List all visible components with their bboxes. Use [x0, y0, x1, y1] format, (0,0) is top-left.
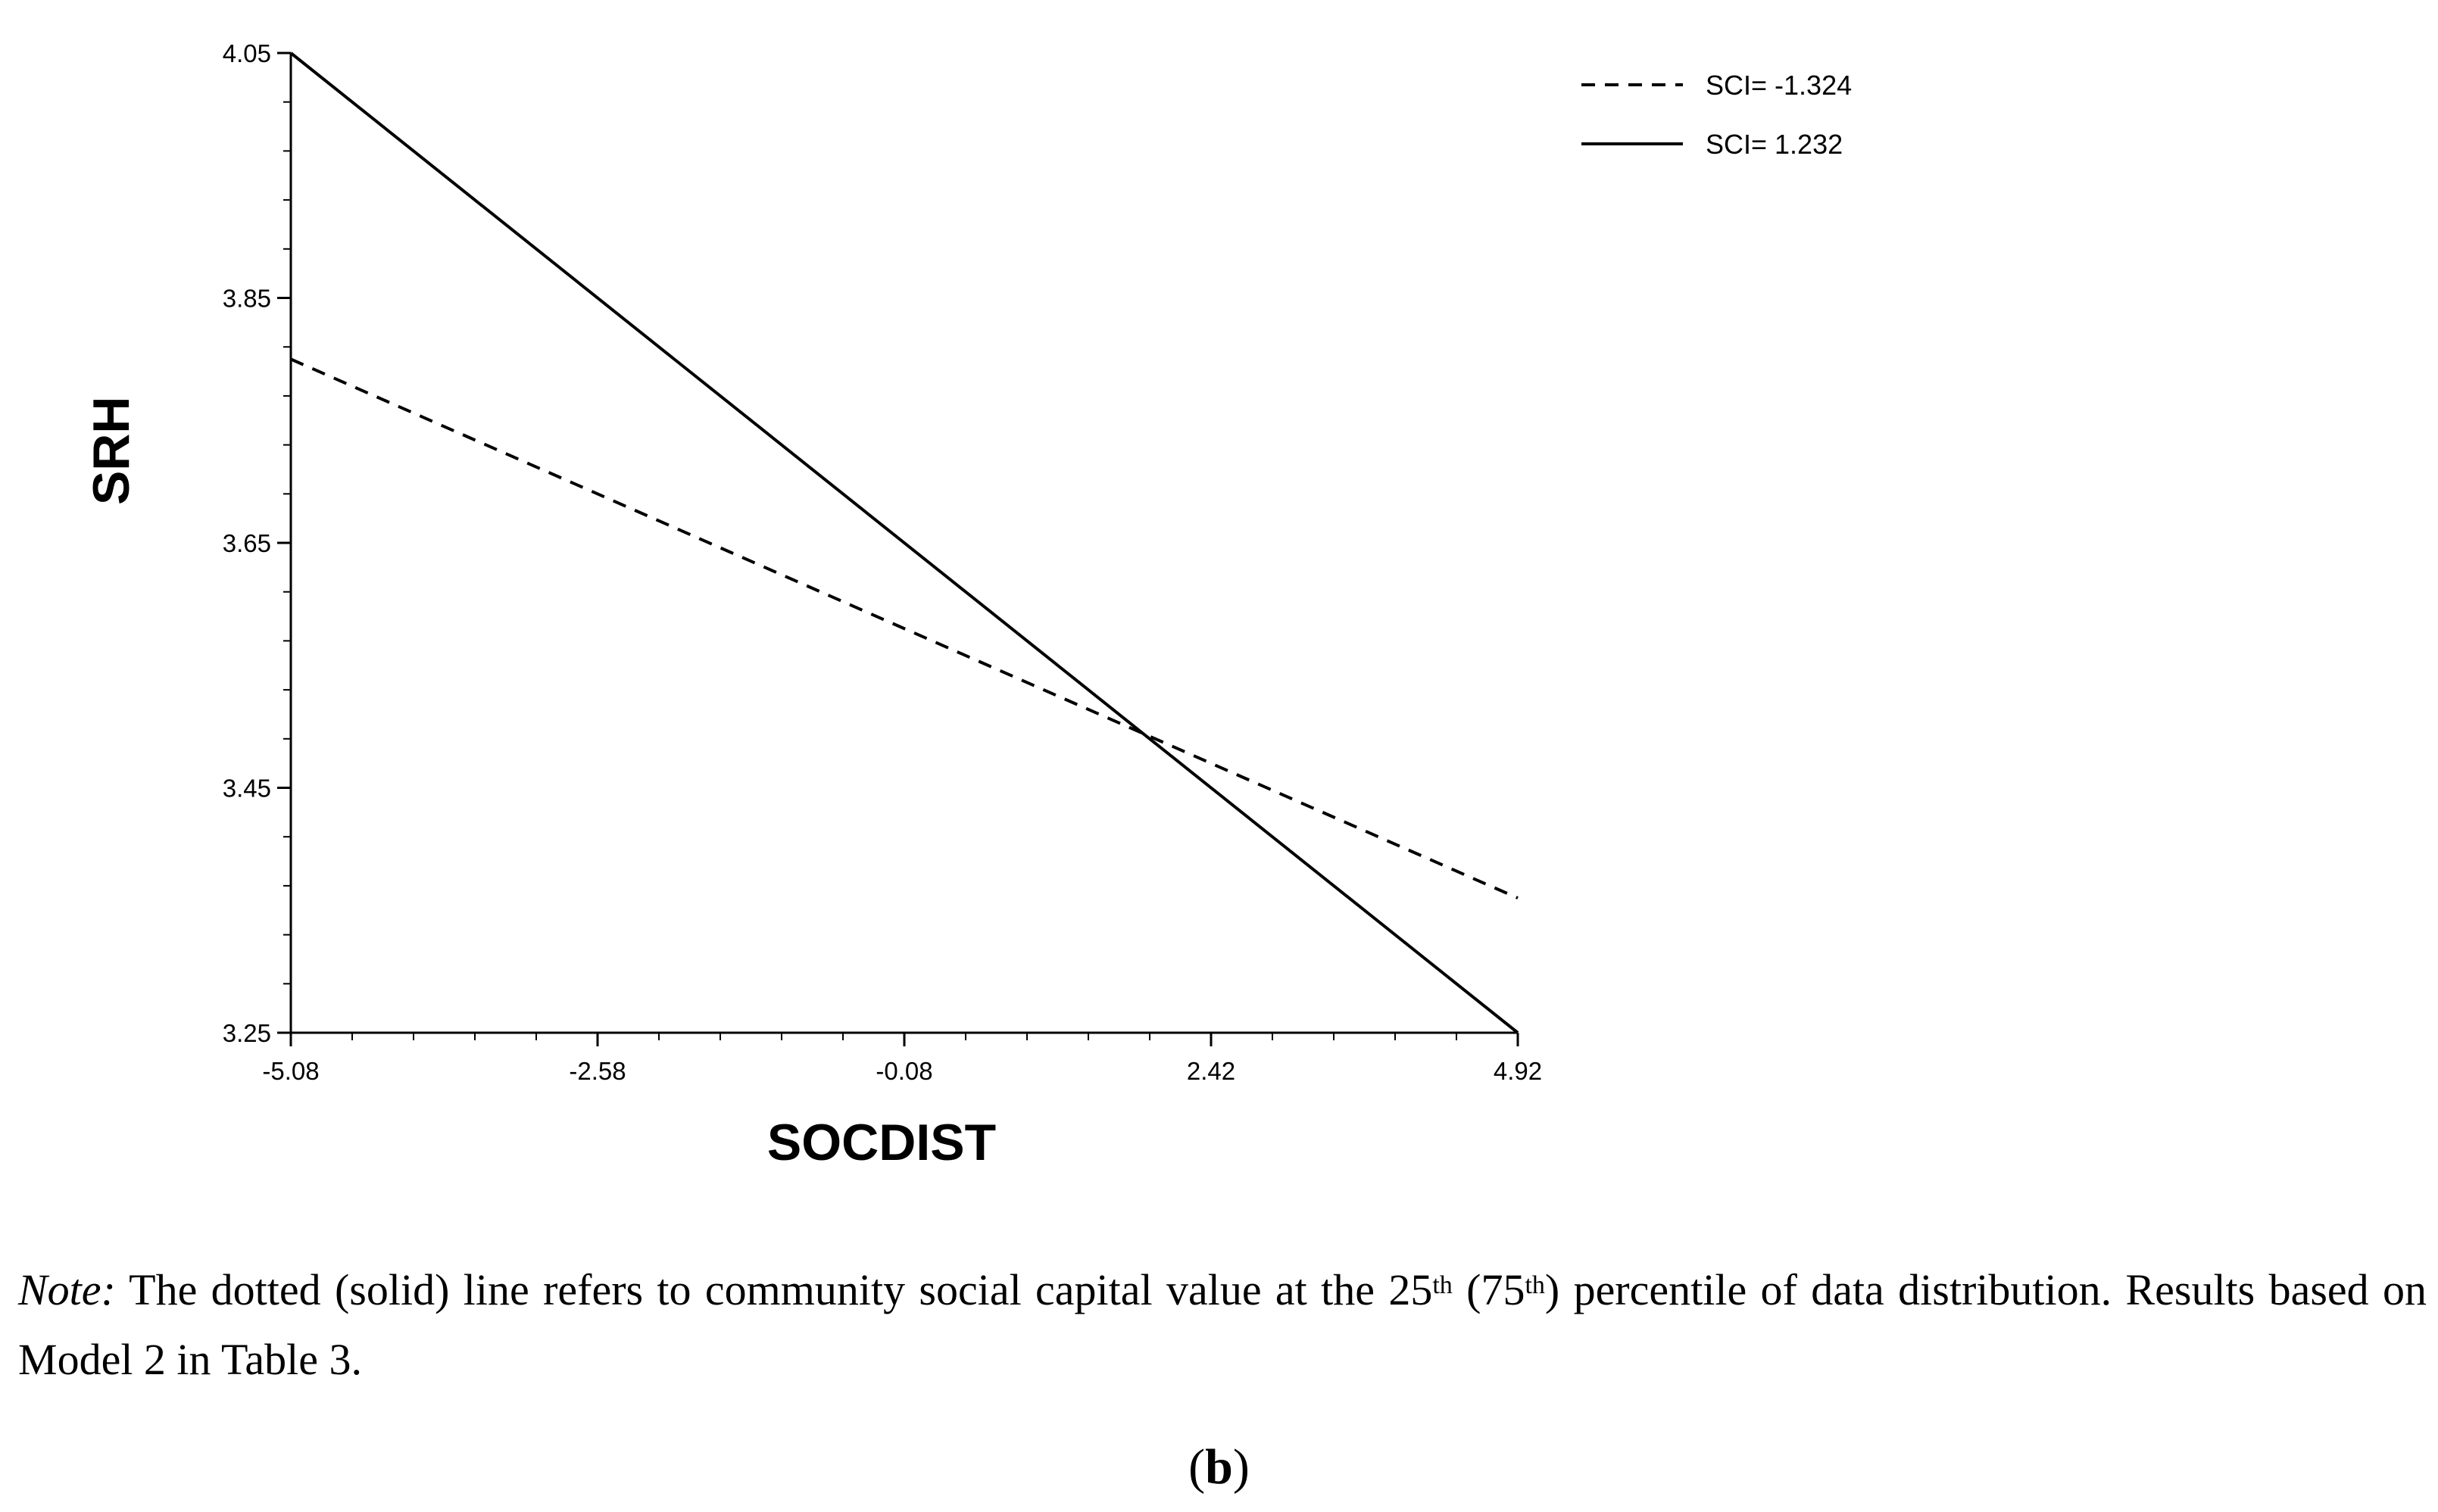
x-tick-label: 2.42 [1187, 1057, 1235, 1085]
note-text-2: (75 [1452, 1265, 1525, 1314]
legend-label: SCI= -1.324 [1706, 70, 1852, 101]
y-tick-label: 3.45 [223, 775, 271, 803]
figure-note: Note: The dotted (solid) line refers to … [18, 1255, 2427, 1395]
axes: 3.25 3.45 3.65 3.85 4.05 -5.08 -2.58 -0.08 2.42 4… [223, 39, 1542, 1085]
legend-label: SCI= 1.232 [1706, 129, 1843, 160]
x-axis-title: SOCDIST [767, 1114, 996, 1171]
note-text-3: ) percentile of data distribution. Resul… [18, 1265, 2427, 1384]
panel-close-paren: ) [1232, 1439, 1250, 1495]
x-tick-label: -5.08 [262, 1057, 319, 1085]
panel-open-paren: ( [1188, 1439, 1206, 1495]
series-line-solid [289, 51, 1519, 1034]
y-axis-title: SRH [83, 396, 140, 505]
note-label: Note: [18, 1265, 116, 1314]
y-tick-label: 3.65 [223, 529, 271, 557]
series-layer [289, 51, 1519, 1034]
series-line-dashed [290, 357, 1519, 899]
y-tick-label: 4.05 [223, 39, 271, 67]
y-tick-label: 3.25 [223, 1019, 271, 1047]
panel-label: (b) [0, 1439, 2438, 1496]
legend: SCI= -1.324 SCI= 1.232 [1581, 70, 1852, 160]
y-tick-label: 3.85 [223, 285, 271, 313]
panel-letter: b [1205, 1439, 1233, 1495]
note-text-1: The dotted (solid) line refers to commun… [115, 1265, 1433, 1314]
note-sup-2: th [1525, 1271, 1545, 1299]
note-sup-1: th [1432, 1271, 1453, 1299]
x-tick-label: -0.08 [876, 1057, 932, 1085]
x-tick-label: -2.58 [569, 1057, 626, 1085]
x-tick-label: 4.92 [1494, 1057, 1542, 1085]
